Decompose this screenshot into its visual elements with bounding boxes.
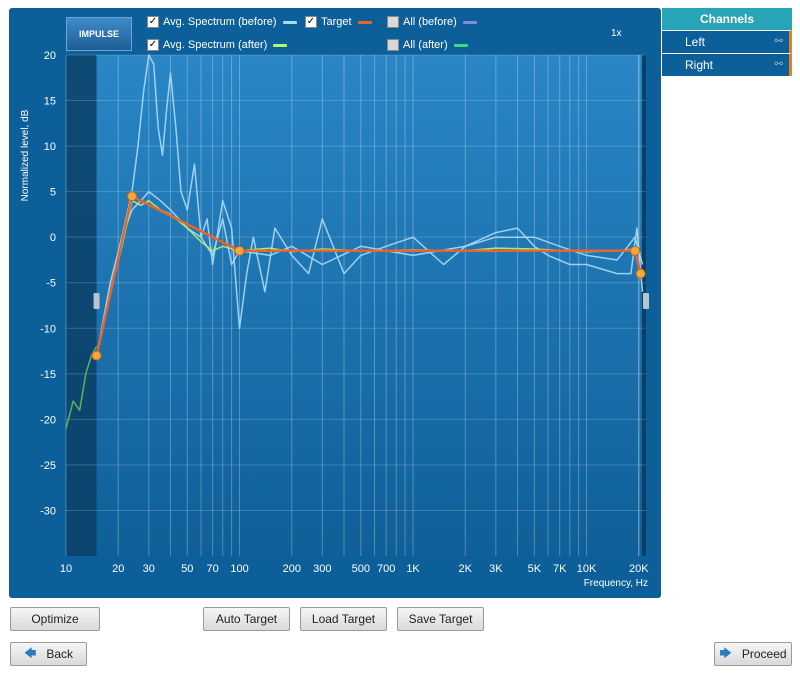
avg-before-checkbox[interactable]: ✓ (147, 16, 159, 28)
x-tick-label: 10 (60, 563, 72, 575)
back-button-label: Back (46, 647, 74, 661)
x-tick-label: 20K (629, 563, 649, 575)
low-range-handle (93, 292, 100, 309)
target-checkbox[interactable]: ✓ (305, 16, 317, 28)
arrow-left-icon: 🡄 (23, 645, 37, 660)
arrow-right-icon: 🡆 (719, 645, 732, 660)
series-line (95, 54, 644, 356)
y-tick-label: 0 (50, 232, 56, 244)
x-tick-label: 5K (528, 563, 542, 575)
link-icon[interactable]: ⚯ (774, 59, 783, 70)
x-tick-label: 50 (181, 563, 193, 575)
back-button[interactable]: 🡄 Back (10, 642, 87, 666)
y-tick-label: -5 (46, 278, 56, 290)
proceed-button[interactable]: 🡆 Proceed (714, 642, 792, 666)
y-tick-label: 15 (44, 96, 56, 108)
high-range-handle (643, 292, 649, 309)
y-tick-label: -30 (40, 505, 56, 517)
chart-panel: 20 15 10 5 0 -5 -10 -15 -20 -25 -30 10 20 30 50 70 100 20… (9, 8, 661, 598)
target-point (629, 245, 640, 256)
link-icon[interactable]: ⚯ (774, 36, 783, 47)
load-target-button[interactable]: Load Target (300, 607, 387, 631)
target-swatch (357, 20, 372, 24)
x-axis-label: Frequency, Hz (584, 578, 648, 589)
y-tick-label: 10 (44, 141, 56, 153)
x-tick-label: 70 (207, 563, 219, 575)
x-tick-label: 300 (313, 563, 331, 575)
x-tick-label: 100 (230, 563, 248, 575)
legend-all-before[interactable]: ✓ All (before) (387, 16, 477, 28)
legend-target[interactable]: ✓ Target (305, 16, 372, 28)
legend-all-after-label: All (after) (403, 39, 448, 51)
x-tick-label: 7K (553, 563, 567, 575)
y-tick-label: 20 (44, 50, 56, 62)
target-point (91, 350, 102, 361)
y-tick-label: -25 (40, 460, 56, 472)
x-tick-label: 700 (377, 563, 395, 575)
x-tick-label: 1K (406, 563, 420, 575)
legend-avg-before[interactable]: ✓ Avg. Spectrum (before) (147, 16, 297, 28)
y-tick-label: -10 (40, 323, 56, 335)
auto-target-button-label: Auto Target (215, 612, 278, 626)
legend-all-before-label: All (before) (403, 16, 457, 28)
impulse-button-label: IMPULSE (78, 29, 119, 39)
y-tick-label: -15 (40, 369, 56, 381)
target-point (234, 245, 245, 256)
auto-target-button[interactable]: Auto Target (203, 607, 290, 631)
x-tick-label: 30 (143, 563, 155, 575)
zoom-level[interactable]: 1x (611, 28, 622, 39)
avg-before-swatch (282, 20, 297, 24)
legend-avg-after-label: Avg. Spectrum (after) (163, 39, 268, 51)
channel-label: Right (685, 58, 714, 72)
channel-item-left[interactable]: Left ⚯ (662, 30, 792, 53)
target-point (126, 191, 137, 202)
save-target-button[interactable]: Save Target (397, 607, 484, 631)
all-before-swatch (462, 20, 477, 24)
y-tick-label: 5 (50, 187, 56, 199)
legend-target-label: Target (321, 16, 352, 28)
legend-all-after[interactable]: ✓ All (after) (387, 39, 468, 51)
all-after-swatch (453, 43, 468, 47)
plot-area (66, 55, 646, 556)
save-target-button-label: Save Target (408, 612, 473, 626)
x-tick-label: 3K (489, 563, 503, 575)
proceed-button-label: Proceed (741, 647, 787, 661)
avg-after-checkbox[interactable]: ✓ (147, 39, 159, 51)
avg-after-swatch (273, 43, 288, 47)
out-of-range-region (66, 55, 97, 556)
channels-panel: Channels Left ⚯ Right ⚯ (662, 8, 792, 76)
channel-item-right[interactable]: Right ⚯ (662, 53, 792, 76)
x-tick-label: 500 (352, 563, 370, 575)
impulse-button[interactable]: IMPULSE (66, 17, 132, 51)
legend-avg-after[interactable]: ✓ Avg. Spectrum (after) (147, 39, 288, 51)
y-axis-label: Normalized level, dB (20, 109, 31, 201)
x-tick-label: 20 (112, 563, 124, 575)
legend-avg-before-label: Avg. Spectrum (before) (163, 16, 277, 28)
load-target-button-label: Load Target (311, 612, 376, 626)
x-tick-label: 200 (283, 563, 301, 575)
x-tick-label: 10K (577, 563, 597, 575)
all-after-checkbox[interactable]: ✓ (387, 39, 399, 51)
optimize-button[interactable]: Optimize (10, 607, 100, 631)
channel-label: Left (685, 35, 706, 49)
all-before-checkbox[interactable]: ✓ (387, 16, 399, 28)
target-point (635, 268, 646, 279)
y-tick-label: -20 (40, 414, 56, 426)
optimize-button-label: Optimize (31, 612, 79, 626)
x-tick-label: 2K (459, 563, 473, 575)
channels-title: Channels (662, 8, 792, 30)
